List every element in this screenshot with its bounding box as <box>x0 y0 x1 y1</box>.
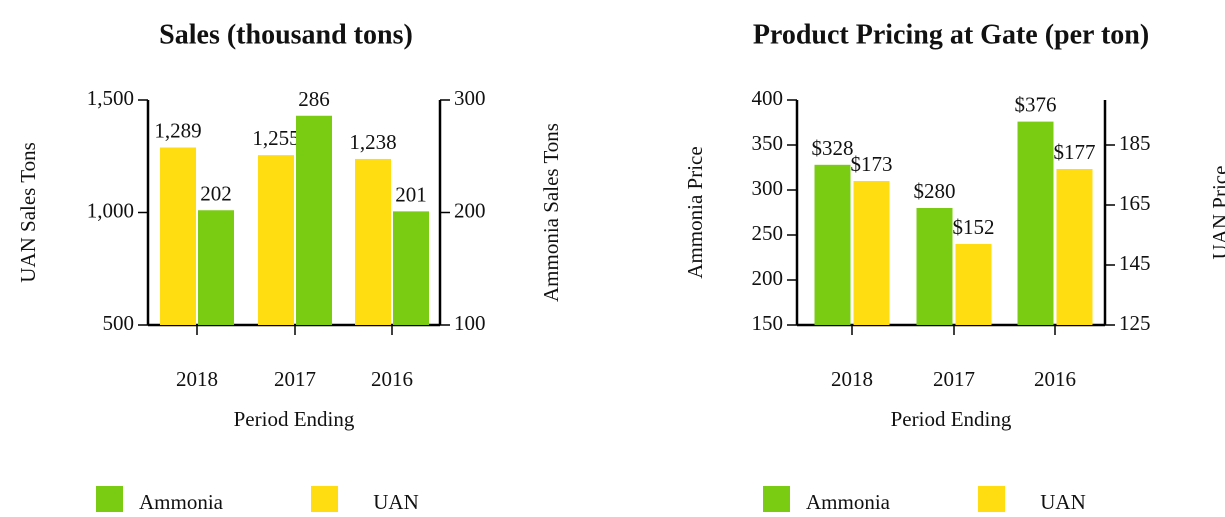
chart2-legend-swatch-uan <box>978 486 1005 513</box>
chart2-left-tick-label: 300 <box>752 176 784 200</box>
chart1-bar-ammonia <box>393 211 429 325</box>
chart1-legend-swatch-ammonia <box>96 486 123 513</box>
chart2-title: Product Pricing at Gate (per ton) <box>753 19 1149 50</box>
chart1-right-tick-label: 200 <box>454 198 486 222</box>
chart2-left-tick-label: 150 <box>752 311 784 335</box>
chart2-data-label-ammonia: $376 <box>1015 93 1057 117</box>
chart1-x-tick-label: 2017 <box>274 367 316 391</box>
chart2-data-label-uan: $152 <box>953 215 995 239</box>
chart2-right-tick-label: 145 <box>1119 251 1151 275</box>
chart2-left-tick-label: 400 <box>752 86 784 110</box>
chart1-legend-label-ammonia: Ammonia <box>139 490 224 512</box>
chart1-bar-uan <box>355 158 391 325</box>
chart2-bar-ammonia <box>916 208 953 325</box>
chart1-right-tick-label: 300 <box>454 86 486 110</box>
chart1-left-tick-label: 1,500 <box>87 86 134 110</box>
chart2-bar-ammonia <box>1017 121 1054 325</box>
chart1-data-label-uan: 1,255 <box>252 126 299 150</box>
chart2-left-tick-label: 350 <box>752 131 784 155</box>
chart2-x-tick-label: 2018 <box>831 367 873 391</box>
chart2-right-tick-label: 185 <box>1119 131 1151 155</box>
chart1-bar-uan <box>160 147 196 325</box>
chart2-right-tick-label: 125 <box>1119 311 1151 335</box>
chart1-left-tick-label: 1,000 <box>87 198 134 222</box>
chart2-data-label-ammonia: $280 <box>914 179 956 203</box>
chart1-bar-ammonia <box>198 210 234 325</box>
chart1-x-tick-label: 2018 <box>176 367 218 391</box>
chart2-legend-label-uan: UAN <box>1040 490 1086 512</box>
chart2-legend-swatch-ammonia <box>763 486 790 513</box>
chart2-x-tick-label: 2017 <box>933 367 975 391</box>
chart2-bar-ammonia <box>814 164 851 325</box>
chart1-bar-ammonia <box>296 115 332 325</box>
chart1-left-tick-label: 500 <box>103 311 135 335</box>
chart2-bar-uan <box>853 181 890 325</box>
chart1-legend-label-uan: UAN <box>373 490 419 512</box>
chart1-x-tick-label: 2016 <box>371 367 413 391</box>
chart1-bar-uan <box>258 155 294 325</box>
chart2-left-tick-label: 200 <box>752 266 784 290</box>
chart2-bar-uan <box>955 244 992 325</box>
chart2-left-tick-label: 250 <box>752 221 784 245</box>
chart1-y-right-label: Ammonia Sales Tons <box>539 123 563 302</box>
chart1-right-tick-label: 100 <box>454 311 486 335</box>
chart2-data-label-uan: $173 <box>851 152 893 176</box>
chart2-right-tick-label: 165 <box>1119 191 1151 215</box>
chart2-x-tick-label: 2016 <box>1034 367 1076 391</box>
chart2-bar-uan <box>1056 169 1093 325</box>
chart1-x-label: Period Ending <box>234 407 355 431</box>
chart2-legend-label-ammonia: Ammonia <box>806 490 891 512</box>
chart2-y-left-label: Ammonia Price <box>683 146 707 278</box>
chart2-data-label-ammonia: $328 <box>812 136 854 160</box>
chart2-x-label: Period Ending <box>891 407 1012 431</box>
chart2-y-right-label: UAN Price <box>1208 166 1225 260</box>
chart1-data-label-ammonia: 286 <box>298 87 330 111</box>
chart1-legend-swatch-uan <box>311 486 338 513</box>
chart1-y-left-label: UAN Sales Tons <box>16 142 40 282</box>
chart2-data-label-uan: $177 <box>1054 140 1096 164</box>
chart1-data-label-uan: 1,289 <box>154 118 201 142</box>
chart1-data-label-ammonia: 202 <box>200 181 232 205</box>
chart1-data-label-uan: 1,238 <box>349 130 396 154</box>
chart1-data-label-ammonia: 201 <box>395 182 427 206</box>
chart1-title: Sales (thousand tons) <box>159 19 413 50</box>
